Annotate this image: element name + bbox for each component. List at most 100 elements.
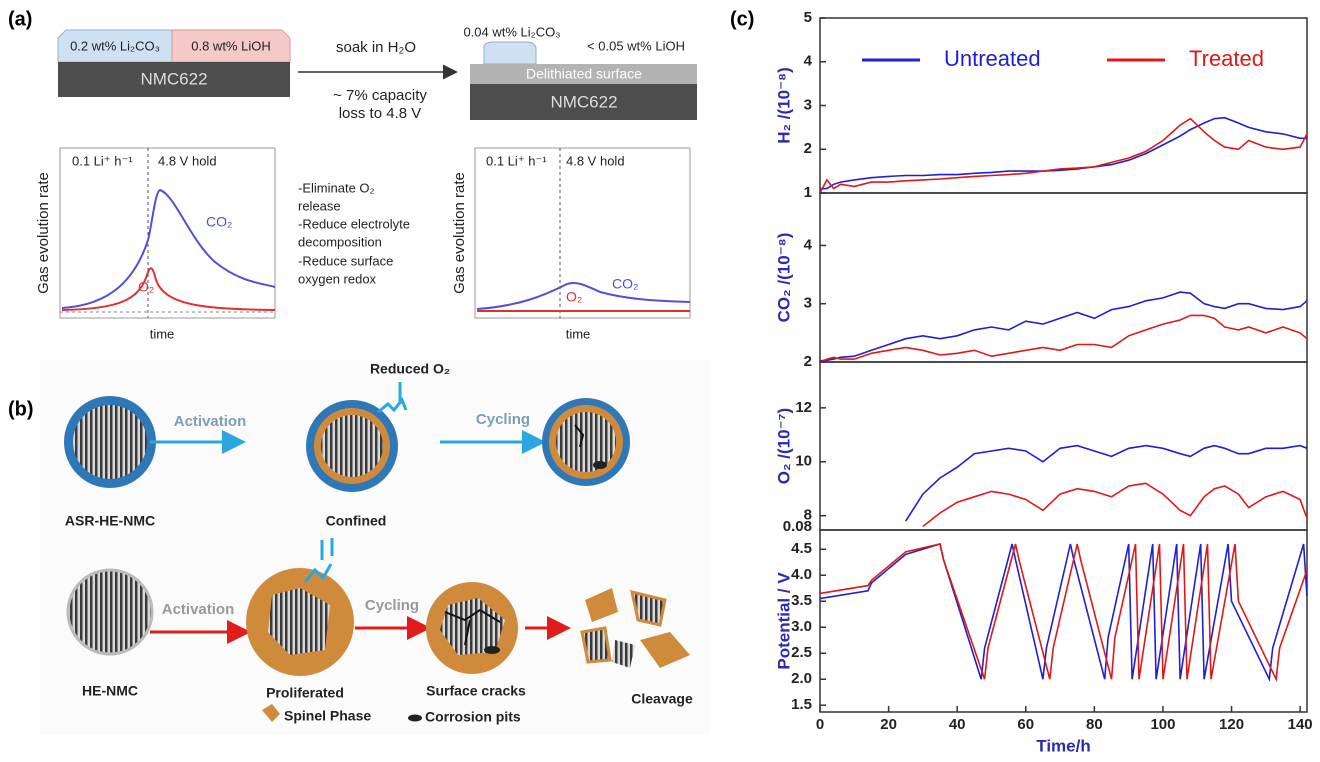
stage-label: HE-NMC	[82, 683, 138, 699]
oxygen-release	[303, 538, 334, 583]
carbonate-layer	[483, 41, 537, 65]
x-tick-label: 80	[1086, 716, 1103, 733]
benefit-line: oxygen redox	[298, 271, 377, 286]
bulk-layer	[58, 62, 290, 97]
particle-core	[66, 568, 154, 656]
plot-frame	[819, 192, 1308, 363]
step-label: Cycling	[365, 597, 419, 614]
x-tick-label: 100	[1150, 716, 1175, 733]
curve-label: O₂	[566, 289, 582, 305]
y-tick-label: 4.0	[791, 566, 812, 583]
y-tick-label: 2	[804, 140, 812, 157]
layer-label: < 0.05 wt% LiOH	[587, 38, 685, 53]
layer-label: Delithiated surface	[526, 66, 642, 82]
layer-label: 0.04 wt% Li₂CO₃	[463, 24, 560, 39]
axis-label: time	[150, 326, 175, 341]
y-axis-label: H₂ /(10⁻⁸)	[774, 67, 793, 144]
layer-label: 0.2 wt% Li₂CO₃	[70, 38, 160, 53]
fragment	[630, 589, 667, 627]
process-label: soak in H₂O	[336, 39, 416, 56]
y-tick-label: 4	[804, 53, 813, 70]
axis-label: Gas evolution rate	[35, 172, 52, 294]
data-line	[820, 116, 1307, 190]
y-tick-label: 5	[804, 9, 812, 26]
plot-note: 0.1 Li⁺ h⁻¹	[486, 153, 547, 168]
x-tick-label: 140	[1288, 716, 1313, 733]
x-tick-label: 20	[880, 716, 897, 733]
annotation: Reduced O₂	[370, 361, 450, 377]
particle-core	[73, 405, 147, 479]
legend-label: Corrosion pits	[425, 709, 521, 725]
oxygen-release	[377, 382, 408, 414]
particle-core	[321, 415, 383, 477]
pit	[484, 646, 500, 654]
panel-label: (a)	[8, 8, 32, 30]
bulk-layer	[470, 84, 697, 120]
y-tick-label: 4	[804, 236, 813, 253]
fragment	[640, 632, 690, 668]
legend-swatch	[262, 704, 280, 722]
y-tick-label: 1	[804, 184, 812, 201]
y-axis-label: O₂ /(10⁻⁷)	[774, 408, 793, 484]
curve-label: CO₂	[612, 276, 638, 292]
data-line	[905, 444, 1308, 522]
plot-frame	[474, 147, 691, 319]
benefit-line: -Reduce surface	[298, 253, 393, 268]
pit	[593, 461, 607, 469]
particle-core	[268, 588, 330, 655]
data-line	[819, 542, 1308, 683]
legend-label: Treated	[1189, 46, 1264, 71]
plot-frame	[59, 147, 276, 319]
step-label: Cycling	[476, 411, 530, 428]
y-tick-label: 8	[804, 507, 812, 524]
process-label: loss to 4.8 V	[339, 105, 422, 122]
x-axis-label: Time/h	[1036, 736, 1090, 755]
axis-break-label: 0.08	[783, 518, 812, 535]
legend-label: Spinel Phase	[284, 708, 371, 724]
y-tick-label: 1.5	[791, 696, 812, 713]
crack	[444, 608, 501, 646]
stage-label: Cleavage	[631, 691, 693, 707]
benefits: -Eliminate O₂ release -Reduce electrolyt…	[298, 180, 410, 286]
data-line	[819, 543, 1308, 683]
hydroxide-layer	[171, 29, 291, 63]
fragment	[580, 626, 612, 664]
y-tick-label: 3.5	[791, 592, 812, 609]
crack	[574, 424, 585, 448]
y-axis-label: Potential / V	[774, 572, 793, 670]
y-tick-label: 2.0	[791, 670, 812, 687]
gas-curve	[61, 188, 276, 309]
curve-label: CO₂	[206, 214, 232, 230]
plot-frame	[819, 17, 1308, 194]
x-tick-label: 0	[816, 716, 824, 733]
legend-label: Untreated	[944, 46, 1041, 71]
y-tick-label: 2	[804, 353, 812, 370]
stage-label: Confined	[326, 513, 387, 529]
panel-label: (b)	[8, 398, 34, 420]
panel-b: (b) Activation Reduced O₂ Cycling ASR-HE…	[8, 360, 710, 735]
y-tick-label: 10	[795, 453, 812, 470]
y-axis-label: CO₂ /(10⁻⁸)	[774, 233, 793, 323]
benefit-line: -Reduce electrolyte	[298, 216, 410, 231]
x-tick-label: 120	[1219, 716, 1244, 733]
particle-core	[556, 412, 616, 472]
fragment	[585, 588, 618, 622]
plot-note: 0.1 Li⁺ h⁻¹	[72, 153, 133, 168]
data-line	[819, 117, 1308, 194]
axis-label: Gas evolution rate	[451, 172, 468, 294]
stage-label: ASR-HE-NMC	[65, 513, 155, 529]
gas-curve	[61, 267, 276, 311]
x-tick-label: 40	[949, 716, 966, 733]
fragment	[612, 640, 635, 668]
axis-label: time	[566, 326, 591, 341]
y-tick-label: 2.5	[791, 644, 812, 661]
y-tick-label: 4.5	[791, 540, 812, 557]
particle-core	[440, 598, 505, 655]
benefit-line: release	[298, 198, 341, 213]
plot-frame	[819, 361, 1308, 531]
panel-a: (a) 0.2 wt% Li₂CO₃ 0.8 wt% LiOH NMC622 s…	[8, 8, 697, 341]
step-label: Activation	[174, 413, 247, 430]
stage-label: Proliferated	[266, 685, 344, 701]
y-tick-label: 3.0	[791, 618, 812, 635]
